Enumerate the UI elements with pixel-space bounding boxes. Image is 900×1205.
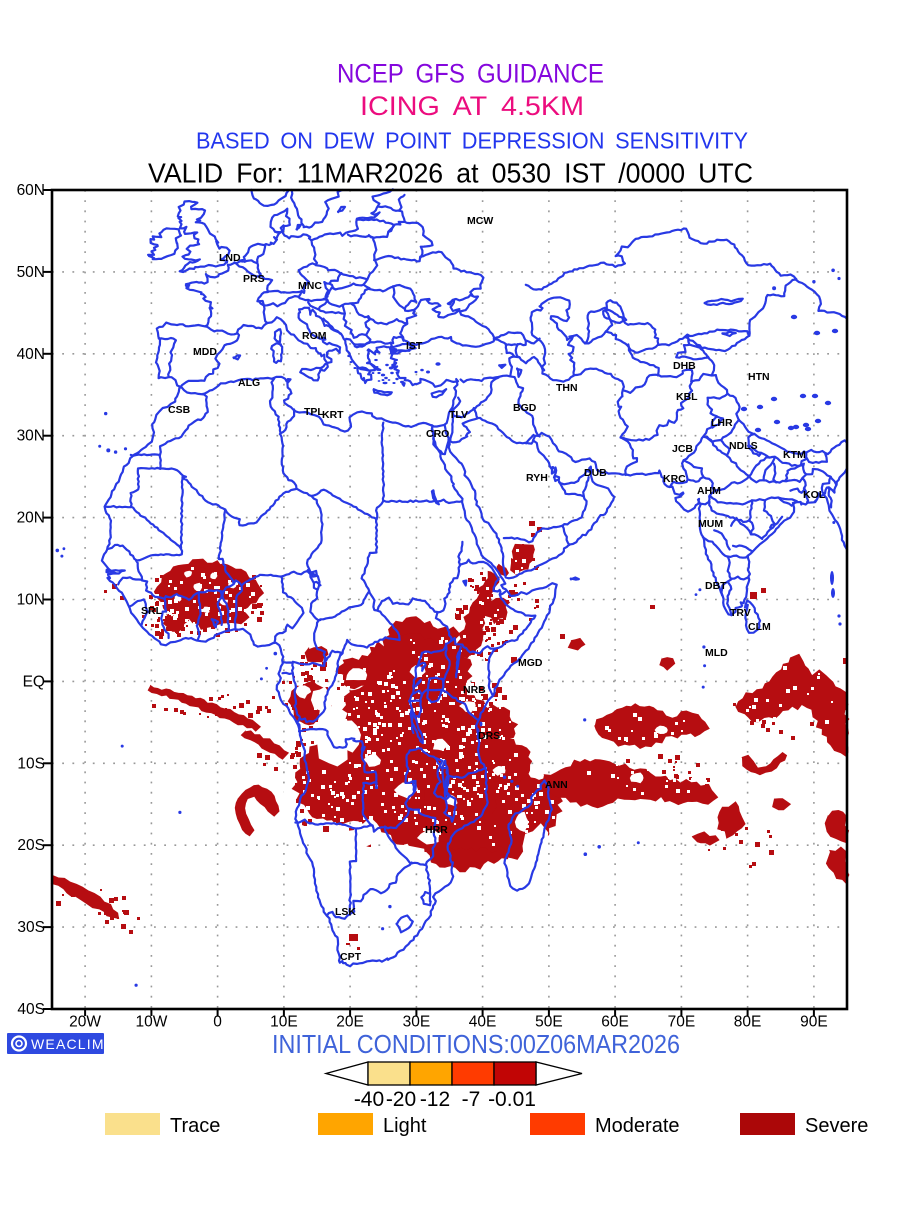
svg-text:CLM: CLM (748, 621, 771, 633)
svg-text:Severe: Severe (805, 1115, 868, 1137)
svg-text:MDD: MDD (193, 346, 217, 358)
svg-text:KTM: KTM (783, 449, 806, 461)
svg-text:DHB: DHB (673, 360, 696, 372)
svg-text:VALID For: 11MAR2026 at 0530 I: VALID For: 11MAR2026 at 0530 IST /0000 U… (148, 158, 753, 189)
svg-text:60N: 60N (17, 182, 45, 199)
svg-text:Light: Light (383, 1115, 427, 1137)
svg-text:10E: 10E (270, 1014, 298, 1031)
svg-text:HTN: HTN (748, 371, 770, 383)
svg-text:CSB: CSB (168, 404, 191, 416)
svg-text:PRS: PRS (243, 273, 265, 285)
svg-text:30N: 30N (17, 428, 45, 445)
svg-text:-20: -20 (386, 1088, 416, 1111)
svg-text:MCW: MCW (467, 215, 493, 227)
svg-text:40N: 40N (17, 346, 45, 363)
svg-text:TLV: TLV (449, 409, 468, 421)
svg-text:ANN: ANN (545, 779, 568, 791)
svg-text:50N: 50N (17, 264, 45, 281)
svg-text:10W: 10W (135, 1014, 167, 1031)
svg-text:ICING AT 4.5KM: ICING AT 4.5KM (360, 91, 584, 121)
svg-text:Trace: Trace (170, 1115, 220, 1137)
svg-text:SRL: SRL (141, 605, 163, 617)
svg-text:40E: 40E (469, 1014, 497, 1031)
svg-text:INITIAL CONDITIONS:00Z06MAR202: INITIAL CONDITIONS:00Z06MAR2026 (272, 1031, 680, 1059)
svg-text:AHM: AHM (697, 485, 721, 497)
svg-text:HRR: HRR (425, 824, 448, 836)
svg-text:ALG: ALG (238, 377, 260, 389)
svg-text:ROM: ROM (302, 330, 327, 342)
svg-text:TRV: TRV (730, 607, 751, 619)
svg-text:LND: LND (219, 252, 241, 264)
svg-text:50E: 50E (535, 1014, 563, 1031)
svg-text:30E: 30E (403, 1014, 431, 1031)
svg-text:NDLS: NDLS (729, 440, 758, 452)
svg-text:DUB: DUB (584, 467, 607, 479)
svg-text:LHR: LHR (711, 417, 733, 429)
svg-text:KRT: KRT (322, 409, 344, 421)
svg-text:CRO: CRO (426, 428, 449, 440)
svg-text:BGD: BGD (513, 402, 537, 414)
svg-text:KRC: KRC (663, 473, 686, 485)
svg-text:KBL: KBL (676, 391, 698, 403)
svg-text:90E: 90E (800, 1014, 828, 1031)
svg-text:EQ: EQ (23, 673, 45, 690)
svg-text:MUM: MUM (698, 518, 723, 530)
svg-text:NRB: NRB (463, 684, 486, 696)
svg-text:0: 0 (213, 1014, 222, 1031)
svg-text:Moderate: Moderate (595, 1115, 680, 1137)
svg-text:MNC: MNC (298, 280, 322, 292)
svg-text:MGD: MGD (518, 657, 543, 669)
svg-text:-7: -7 (462, 1088, 481, 1111)
svg-text:80E: 80E (734, 1014, 762, 1031)
svg-text:NCEP GFS GUIDANCE: NCEP GFS GUIDANCE (337, 59, 604, 89)
svg-text:LSK: LSK (335, 906, 356, 918)
svg-text:THN: THN (556, 382, 578, 394)
svg-text:RYH: RYH (526, 472, 548, 484)
svg-text:70E: 70E (668, 1014, 696, 1031)
svg-text:20E: 20E (336, 1014, 364, 1031)
svg-text:KOL: KOL (803, 489, 826, 501)
svg-text:30S: 30S (17, 919, 45, 936)
svg-text:20N: 20N (17, 510, 45, 527)
svg-text:20W: 20W (69, 1014, 101, 1031)
svg-text:-40: -40 (354, 1088, 384, 1111)
svg-text:JCB: JCB (672, 443, 693, 455)
svg-text:10S: 10S (17, 755, 45, 772)
svg-text:10N: 10N (17, 592, 45, 609)
svg-text:DRS: DRS (478, 730, 500, 742)
svg-text:WEACLIM: WEACLIM (31, 1036, 105, 1052)
svg-text:DBT: DBT (705, 580, 727, 592)
svg-text:MLD: MLD (705, 647, 728, 659)
svg-text:-0.01: -0.01 (488, 1088, 536, 1111)
svg-text:-12: -12 (420, 1088, 450, 1111)
svg-text:60E: 60E (601, 1014, 629, 1031)
svg-text:TPL: TPL (304, 406, 324, 418)
svg-text:20S: 20S (17, 837, 45, 854)
svg-text:40S: 40S (17, 1001, 45, 1018)
svg-text:IST: IST (406, 340, 423, 352)
svg-text:BASED ON DEW POINT DEPRESSION: BASED ON DEW POINT DEPRESSION SENSITIVIT… (196, 128, 748, 154)
svg-text:CPT: CPT (340, 951, 362, 963)
